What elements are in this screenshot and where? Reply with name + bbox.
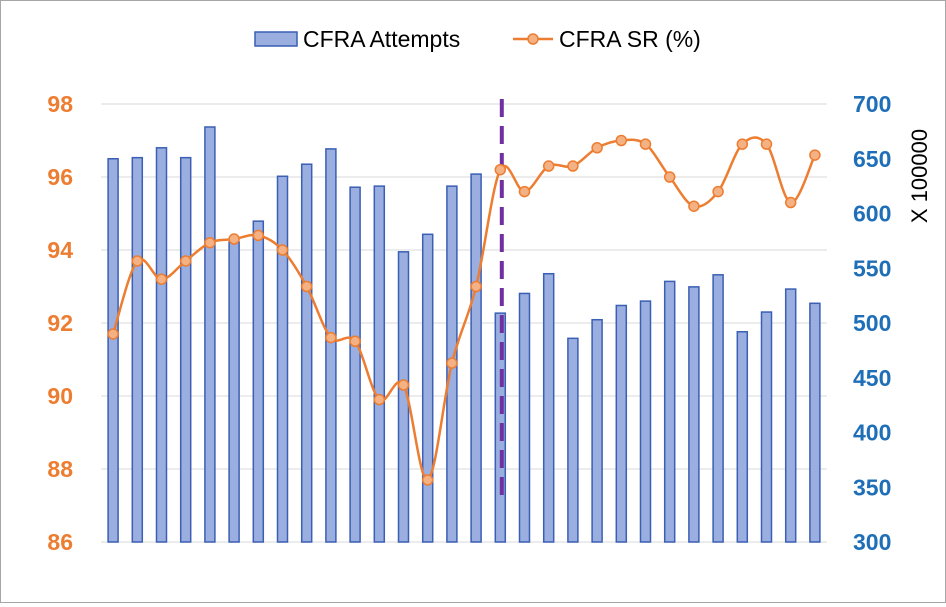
right-tick-label: 650 <box>853 146 891 172</box>
sr-point <box>494 163 507 176</box>
grid-lines <box>101 103 827 543</box>
bar <box>518 292 531 543</box>
bar <box>542 272 555 543</box>
sr-point <box>663 171 676 183</box>
bar <box>349 186 361 543</box>
right-tick-label: 600 <box>853 201 891 227</box>
bar <box>712 274 724 543</box>
bar <box>688 286 700 543</box>
sr-point <box>784 196 797 209</box>
left-tick-label: 90 <box>47 383 73 409</box>
sr-point <box>615 134 628 147</box>
right-tick-label: 350 <box>853 474 891 500</box>
right-tick-label: 500 <box>853 310 891 336</box>
sr-point <box>809 149 821 161</box>
left-tick-label: 94 <box>47 237 73 263</box>
sr-point <box>688 200 700 212</box>
right-tick-label: 300 <box>853 529 891 555</box>
legend-marker-swatch <box>527 33 539 45</box>
left-axis-ticks: 86 88 90 92 94 96 98 <box>47 91 73 555</box>
sr-point <box>131 255 144 267</box>
left-tick-label: 88 <box>47 456 73 482</box>
sr-point <box>591 142 603 154</box>
bar <box>276 175 289 543</box>
bar <box>325 148 337 543</box>
left-tick-label: 96 <box>47 164 73 190</box>
line-series-cfra-sr <box>107 134 821 486</box>
left-tick-label: 86 <box>47 529 73 555</box>
sr-point <box>373 393 386 406</box>
sr-point <box>155 273 168 285</box>
right-tick-label: 400 <box>853 420 891 446</box>
legend-label-attempts: CFRA Attempts <box>303 26 460 52</box>
bar <box>228 241 240 543</box>
left-tick-label: 92 <box>47 310 73 336</box>
sr-point <box>639 138 652 150</box>
bar <box>204 126 216 543</box>
sr-point <box>300 280 313 293</box>
sr-point <box>470 280 482 293</box>
sr-point <box>252 229 265 242</box>
sr-point <box>736 138 749 150</box>
bar <box>179 156 192 543</box>
sr-point <box>542 160 555 172</box>
bar <box>131 156 144 543</box>
right-tick-label: 700 <box>853 91 891 117</box>
sr-point <box>349 335 361 347</box>
sr-point <box>446 357 458 369</box>
right-tick-label: 450 <box>853 365 891 391</box>
legend: CFRA Attempts CFRA SR (%) <box>254 26 701 52</box>
bar <box>300 163 313 543</box>
sr-point <box>567 160 579 172</box>
bar <box>567 337 579 543</box>
sr-point <box>179 255 192 267</box>
sr-point <box>712 185 724 198</box>
bar <box>470 173 482 543</box>
bar <box>615 304 628 543</box>
sr-point <box>276 244 289 256</box>
bar <box>760 311 773 543</box>
bar <box>107 158 119 543</box>
sr-point <box>107 328 119 340</box>
bar <box>784 288 797 543</box>
bar <box>373 185 386 543</box>
sr-point <box>228 233 240 245</box>
right-axis-ticks: 300 350 400 450 500 550 600 650 700 <box>853 91 891 555</box>
bar <box>639 300 652 543</box>
legend-label-sr: CFRA SR (%) <box>559 26 701 52</box>
right-tick-label: 550 <box>853 255 891 281</box>
bar <box>809 302 821 543</box>
sr-line-path <box>111 136 817 482</box>
bar <box>155 147 168 543</box>
bar <box>736 331 749 543</box>
sr-point <box>760 138 773 150</box>
bar <box>663 280 676 543</box>
sr-point <box>518 185 531 198</box>
sr-point <box>421 474 434 486</box>
legend-bar-swatch <box>254 31 298 47</box>
sr-point <box>204 236 216 249</box>
sr-point <box>397 379 410 391</box>
right-axis-label: X 100000 <box>907 129 932 223</box>
bar <box>252 220 265 543</box>
sr-point <box>325 331 337 344</box>
left-tick-label: 98 <box>47 91 73 117</box>
bar <box>421 233 434 543</box>
bar <box>591 318 603 543</box>
